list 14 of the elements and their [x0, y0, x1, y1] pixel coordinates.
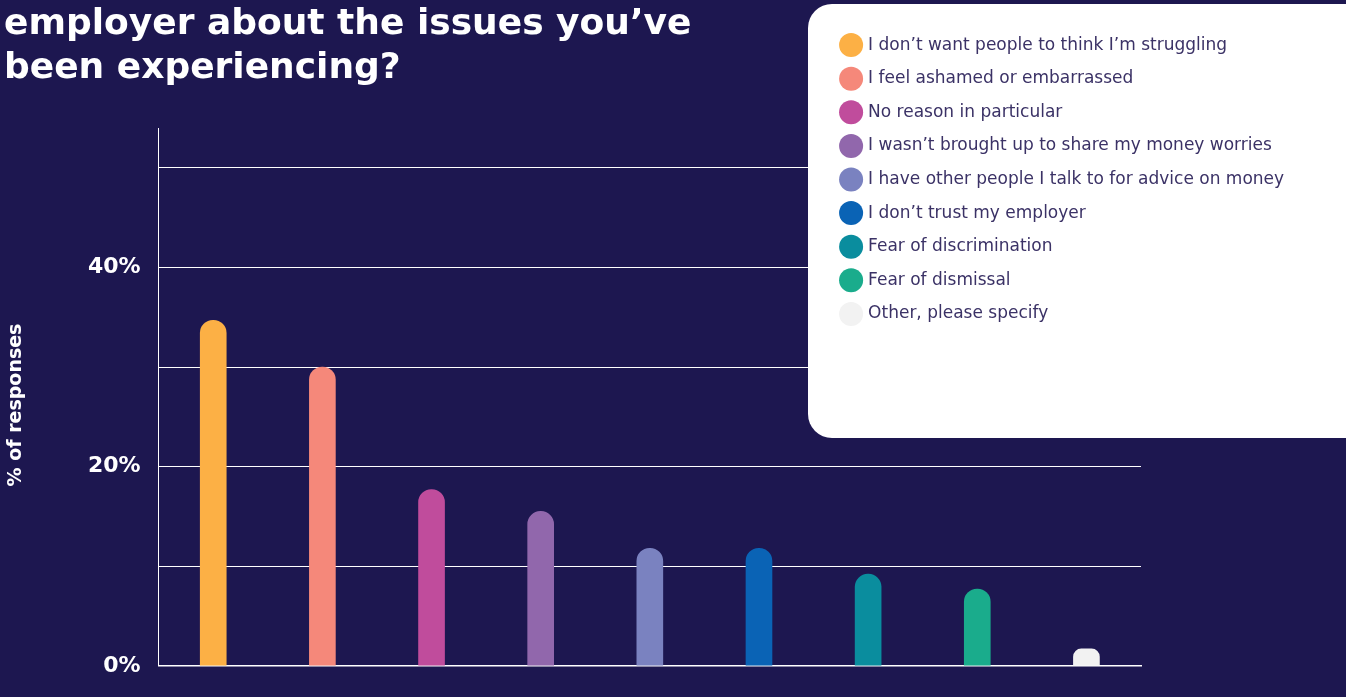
legend-label: No reason in particular	[868, 100, 1063, 121]
y-tick-label: 20%	[87, 452, 141, 478]
legend-label: I don’t want people to think I’m struggling	[868, 33, 1228, 54]
y-axis-title: % of responses	[3, 322, 25, 489]
legend-label: I don’t trust my employer	[868, 201, 1086, 222]
legend-label: I feel ashamed or embarrassed	[868, 67, 1134, 88]
y-tick-label: 40%	[87, 253, 141, 279]
legend-label: Fear of discrimination	[868, 235, 1053, 256]
legend-label: I wasn’t brought up to share my money worries	[868, 134, 1272, 155]
y-tick-label: 0%	[103, 651, 141, 677]
chart-title: employer about the issues you’ve been experiencing?	[4, 0, 693, 88]
legend-label: Other, please specify	[868, 302, 1049, 323]
legend-label: Fear of dismissal	[868, 268, 1011, 289]
legend-label: I have other people I talk to for advice on money	[868, 167, 1285, 188]
